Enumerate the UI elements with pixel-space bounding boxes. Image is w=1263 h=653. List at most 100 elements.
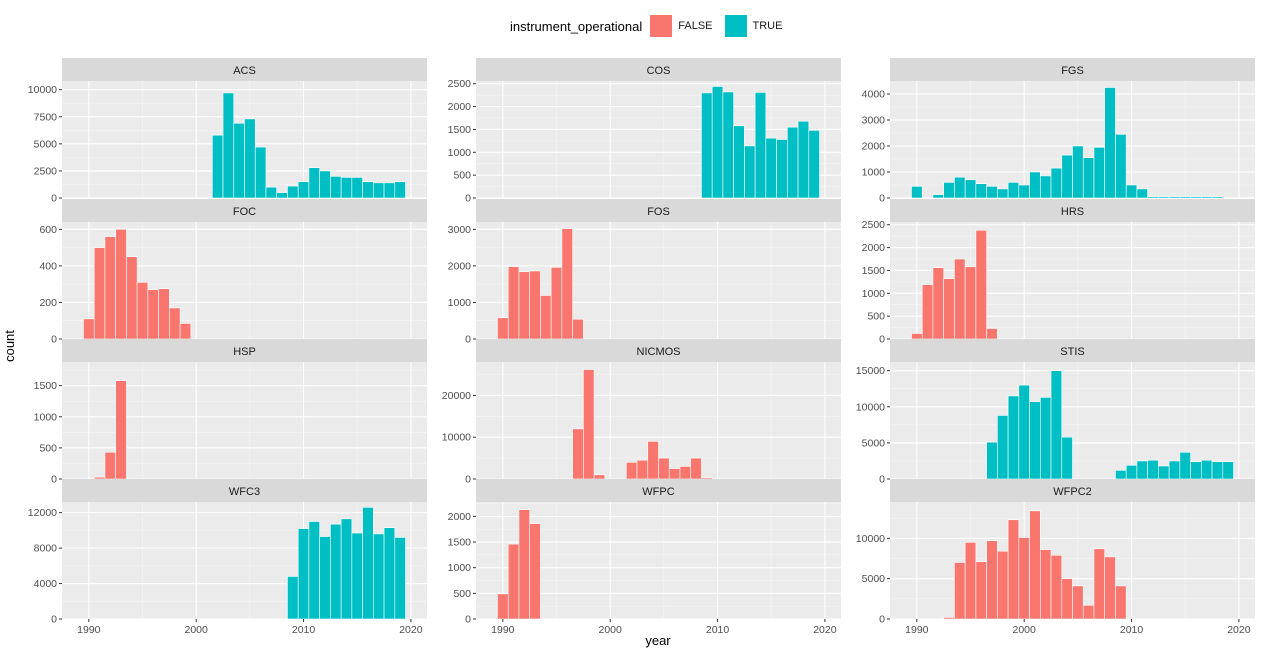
y-tick-label: 0 bbox=[465, 334, 471, 346]
y-tick-label: 7500 bbox=[34, 111, 58, 123]
bar bbox=[319, 170, 331, 199]
y-tick-label: 10000 bbox=[28, 84, 57, 96]
bar bbox=[136, 282, 149, 340]
bar bbox=[540, 295, 552, 340]
y-tick-label: 4000 bbox=[34, 578, 58, 590]
y-tick-label: 0 bbox=[465, 193, 471, 205]
bar bbox=[1050, 370, 1063, 480]
bar bbox=[93, 476, 106, 480]
x-tick-label: 2000 bbox=[185, 624, 209, 636]
bar bbox=[319, 536, 331, 620]
bar bbox=[126, 256, 138, 340]
bar bbox=[647, 441, 659, 480]
bar bbox=[911, 333, 923, 340]
strip-wfpc2 bbox=[890, 479, 1255, 502]
bar bbox=[1029, 401, 1041, 480]
x-tick-label: 2020 bbox=[1227, 624, 1251, 636]
bar bbox=[394, 537, 406, 620]
y-tick-label: 20000 bbox=[442, 390, 471, 402]
strip-wfpc bbox=[476, 479, 841, 502]
bar bbox=[1093, 548, 1106, 620]
bar bbox=[287, 576, 299, 620]
bar bbox=[93, 247, 106, 340]
y-tick-label: 15000 bbox=[856, 365, 885, 377]
bar bbox=[625, 461, 638, 480]
y-tick-label: 0 bbox=[879, 474, 885, 486]
bar bbox=[711, 86, 724, 199]
bar bbox=[561, 228, 573, 340]
bar bbox=[383, 182, 396, 199]
y-tick-label: 1000 bbox=[448, 297, 472, 309]
strip-label-foc: FOC bbox=[233, 206, 256, 218]
bar bbox=[986, 540, 998, 620]
strip-label-wfpc2: WFPC2 bbox=[1053, 486, 1092, 498]
bar bbox=[244, 118, 256, 199]
bar bbox=[911, 186, 923, 199]
bar bbox=[1201, 196, 1213, 199]
bar bbox=[986, 328, 998, 340]
bar bbox=[997, 415, 1009, 480]
bar bbox=[954, 176, 966, 199]
bar bbox=[986, 441, 998, 480]
bar bbox=[507, 543, 520, 620]
y-tick-label: 5000 bbox=[862, 573, 886, 585]
bar bbox=[997, 550, 1009, 620]
bar bbox=[744, 145, 756, 199]
bar bbox=[1168, 196, 1181, 199]
y-tick-label: 1500 bbox=[448, 124, 472, 136]
y-tick-label: 1000 bbox=[862, 288, 886, 300]
bar bbox=[362, 181, 374, 199]
y-tick-label: 500 bbox=[39, 442, 57, 454]
bar bbox=[297, 528, 310, 620]
bar bbox=[265, 186, 278, 199]
bar bbox=[179, 323, 192, 340]
y-tick-label: 2500 bbox=[862, 219, 886, 231]
bar bbox=[943, 278, 955, 340]
bar bbox=[1115, 134, 1127, 199]
bar bbox=[668, 468, 681, 480]
bar bbox=[636, 459, 649, 480]
y-tick-label: 1500 bbox=[862, 265, 886, 277]
y-tick-label: 0 bbox=[51, 334, 57, 346]
bar bbox=[1082, 157, 1095, 199]
bar bbox=[287, 185, 299, 199]
bar bbox=[222, 92, 235, 199]
bar bbox=[1039, 397, 1052, 480]
bar bbox=[1007, 182, 1020, 199]
bar bbox=[787, 126, 799, 199]
bar bbox=[518, 509, 530, 620]
bar bbox=[497, 593, 509, 620]
bar bbox=[1115, 470, 1127, 480]
y-tick-label: 600 bbox=[39, 224, 57, 236]
bar bbox=[1211, 461, 1224, 480]
strip-label-wfpc: WFPC bbox=[642, 486, 674, 498]
bar bbox=[1104, 556, 1116, 620]
bar bbox=[518, 271, 530, 340]
strip-label-hrs: HRS bbox=[1061, 206, 1084, 218]
x-tick-label: 1990 bbox=[77, 624, 101, 636]
y-tick-label: 1500 bbox=[448, 537, 472, 549]
y-tick-label: 400 bbox=[39, 260, 57, 272]
bar bbox=[1061, 578, 1073, 620]
y-tick-label: 1000 bbox=[34, 411, 58, 423]
y-tick-label: 500 bbox=[867, 311, 885, 323]
bar bbox=[211, 134, 224, 199]
bar bbox=[1018, 184, 1030, 199]
bar bbox=[104, 451, 116, 480]
y-tick-label: 0 bbox=[879, 614, 885, 626]
bar bbox=[254, 146, 267, 199]
bar bbox=[1147, 196, 1159, 199]
y-tick-label: 0 bbox=[51, 614, 57, 626]
strip-label-nicmos: NICMOS bbox=[637, 346, 681, 358]
strip-fgs bbox=[890, 58, 1255, 81]
y-tick-label: 8000 bbox=[34, 543, 58, 555]
bar bbox=[572, 318, 584, 340]
bar bbox=[158, 288, 170, 340]
y-tick-label: 0 bbox=[879, 193, 885, 205]
bar bbox=[733, 125, 745, 199]
bar bbox=[497, 317, 509, 340]
bar bbox=[701, 477, 713, 480]
bar bbox=[115, 229, 127, 340]
y-tick-label: 2000 bbox=[448, 511, 472, 523]
